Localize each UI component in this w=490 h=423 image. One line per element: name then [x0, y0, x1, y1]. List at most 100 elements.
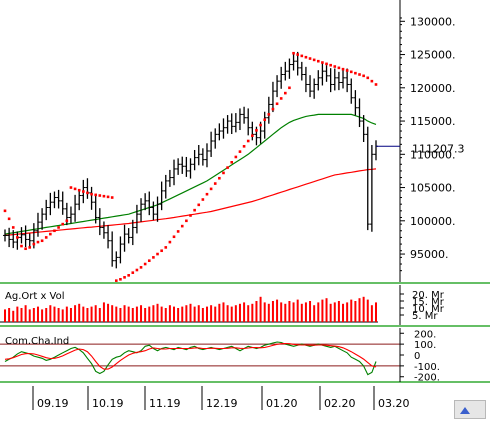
x-tick-label: 12.19	[206, 397, 238, 410]
sar-dot	[362, 74, 365, 78]
sar-dot	[127, 274, 130, 277]
sar-dot	[110, 196, 114, 199]
sar-dot	[135, 268, 139, 272]
sar-dot	[152, 256, 155, 259]
price-tick-label: 115000.	[410, 115, 456, 128]
sar-dot	[82, 190, 85, 193]
sar-dot	[160, 249, 163, 253]
sar-dot	[197, 203, 201, 207]
sar-dot	[40, 239, 44, 243]
price-tick-label: 105000.	[410, 182, 456, 195]
sar-dot	[271, 107, 275, 111]
sar-dot	[65, 219, 69, 223]
x-tick-label: 11.19	[149, 397, 181, 410]
sar-dot	[234, 155, 238, 159]
sar-dot	[86, 191, 89, 195]
sar-dot	[263, 118, 266, 122]
scroll-up-button[interactable]	[454, 400, 486, 419]
price-panel: 95000. 100000. 105000. 110000. 115000. 120000…	[0, 0, 490, 383]
sar-dot	[201, 198, 205, 201]
sar-dot	[102, 194, 106, 198]
oscillator-panel: 200.100.0-100.-200.	[0, 328, 440, 384]
sar-dot	[53, 229, 56, 233]
sar-dot	[24, 247, 27, 251]
volume-tick-label: 10. Mr	[412, 304, 445, 315]
sar-dot	[98, 194, 102, 197]
sar-dot	[7, 217, 11, 221]
arrow-up-icon	[460, 407, 470, 414]
sar-dot	[205, 192, 209, 196]
price-tick-label: 120000.	[410, 82, 456, 95]
sar-dot	[312, 58, 316, 62]
sar-dot	[16, 236, 19, 239]
sar-dot	[176, 230, 180, 233]
volume-tick-label: 20. Mr	[412, 290, 445, 301]
sar-dot	[354, 71, 357, 75]
sar-dot	[230, 160, 234, 164]
price-tick-label: 125000.	[410, 49, 456, 62]
sar-dot	[168, 240, 172, 244]
sar-dot	[275, 102, 279, 106]
sar-dot	[296, 53, 299, 56]
volume-panel-title: Ag.Ort x Vol	[5, 291, 65, 302]
sar-dot	[172, 235, 176, 239]
sar-dot	[358, 73, 361, 76]
sar-dot	[246, 139, 250, 143]
sar-dot	[119, 278, 122, 281]
sar-dot	[370, 79, 374, 83]
sar-dot	[321, 61, 324, 64]
sar-dot	[131, 271, 135, 274]
sar-dot	[57, 226, 60, 229]
sar-dot	[329, 63, 332, 67]
sar-dot	[308, 57, 312, 60]
x-axis: 09.19 10.19 11.19 12.19 01.20 02.20 03.20	[32, 386, 410, 410]
sar-dot	[28, 246, 32, 249]
sar-dot	[292, 51, 295, 55]
oscillator-tick-label: -100.	[414, 362, 440, 373]
sar-dot	[3, 209, 7, 213]
sar-dot	[32, 242, 36, 246]
x-tick-label: 01.20	[266, 397, 298, 410]
sar-dot	[259, 123, 262, 127]
sar-dot	[139, 266, 143, 269]
price-tick-label: 100000.	[410, 215, 456, 228]
last-price-label: 111207.3	[412, 142, 465, 155]
sar-dot	[279, 97, 283, 100]
sar-dot	[341, 67, 345, 71]
sar-dot	[209, 187, 213, 191]
sar-dot	[251, 134, 254, 137]
sar-dot	[267, 113, 271, 116]
sar-dot	[242, 145, 246, 148]
sar-dot	[49, 232, 52, 236]
sar-dot	[333, 65, 337, 68]
oscillator-tick-label: 0	[414, 351, 420, 362]
sar-dot	[36, 240, 40, 244]
sar-dot	[106, 195, 110, 199]
sar-dot	[20, 244, 23, 248]
sar-dot	[288, 86, 291, 90]
sar-dot	[222, 171, 225, 175]
sar-dot	[185, 219, 188, 223]
sar-dot	[218, 176, 221, 180]
volume-tick-label: 15. Mr	[412, 297, 445, 308]
sar-dot	[316, 59, 320, 63]
cci-signal-line	[4, 342, 377, 370]
sar-dot	[304, 55, 308, 59]
price-tick-label: 110000.	[410, 148, 456, 161]
sar-dot	[156, 252, 159, 256]
sar-dot	[349, 70, 353, 74]
sar-dot	[238, 150, 242, 153]
sar-dot	[77, 188, 81, 192]
oscillator-tick-label: 200.	[414, 329, 436, 340]
sar-dot	[73, 187, 77, 191]
oscillator-panel-title: Com.Cha.Ind	[5, 336, 69, 347]
sar-dot	[61, 222, 65, 226]
sar-dot	[226, 166, 229, 169]
x-tick-label: 09.19	[37, 397, 69, 410]
sar-dot	[193, 208, 196, 212]
oscillator-tick-label: -200.	[414, 373, 440, 384]
sar-dot	[143, 262, 147, 266]
